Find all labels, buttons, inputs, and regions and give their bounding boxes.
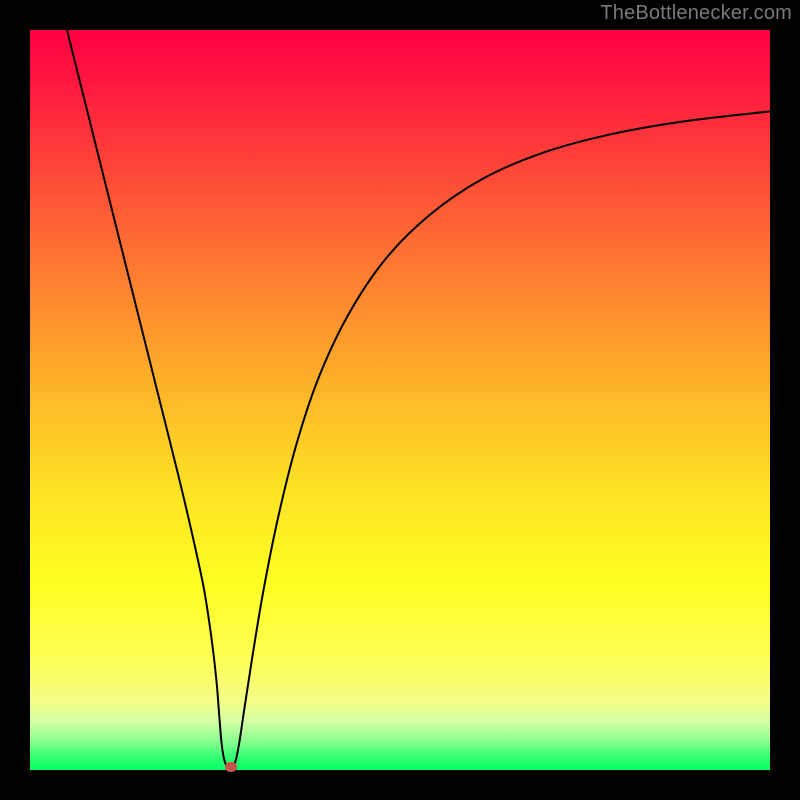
curve-svg	[30, 30, 770, 770]
optimum-marker	[225, 762, 237, 772]
plot-area	[30, 30, 770, 770]
chart-container: TheBottlenecker.com	[0, 0, 800, 800]
bottleneck-curve	[67, 30, 770, 768]
watermark-text: TheBottlenecker.com	[600, 2, 792, 25]
